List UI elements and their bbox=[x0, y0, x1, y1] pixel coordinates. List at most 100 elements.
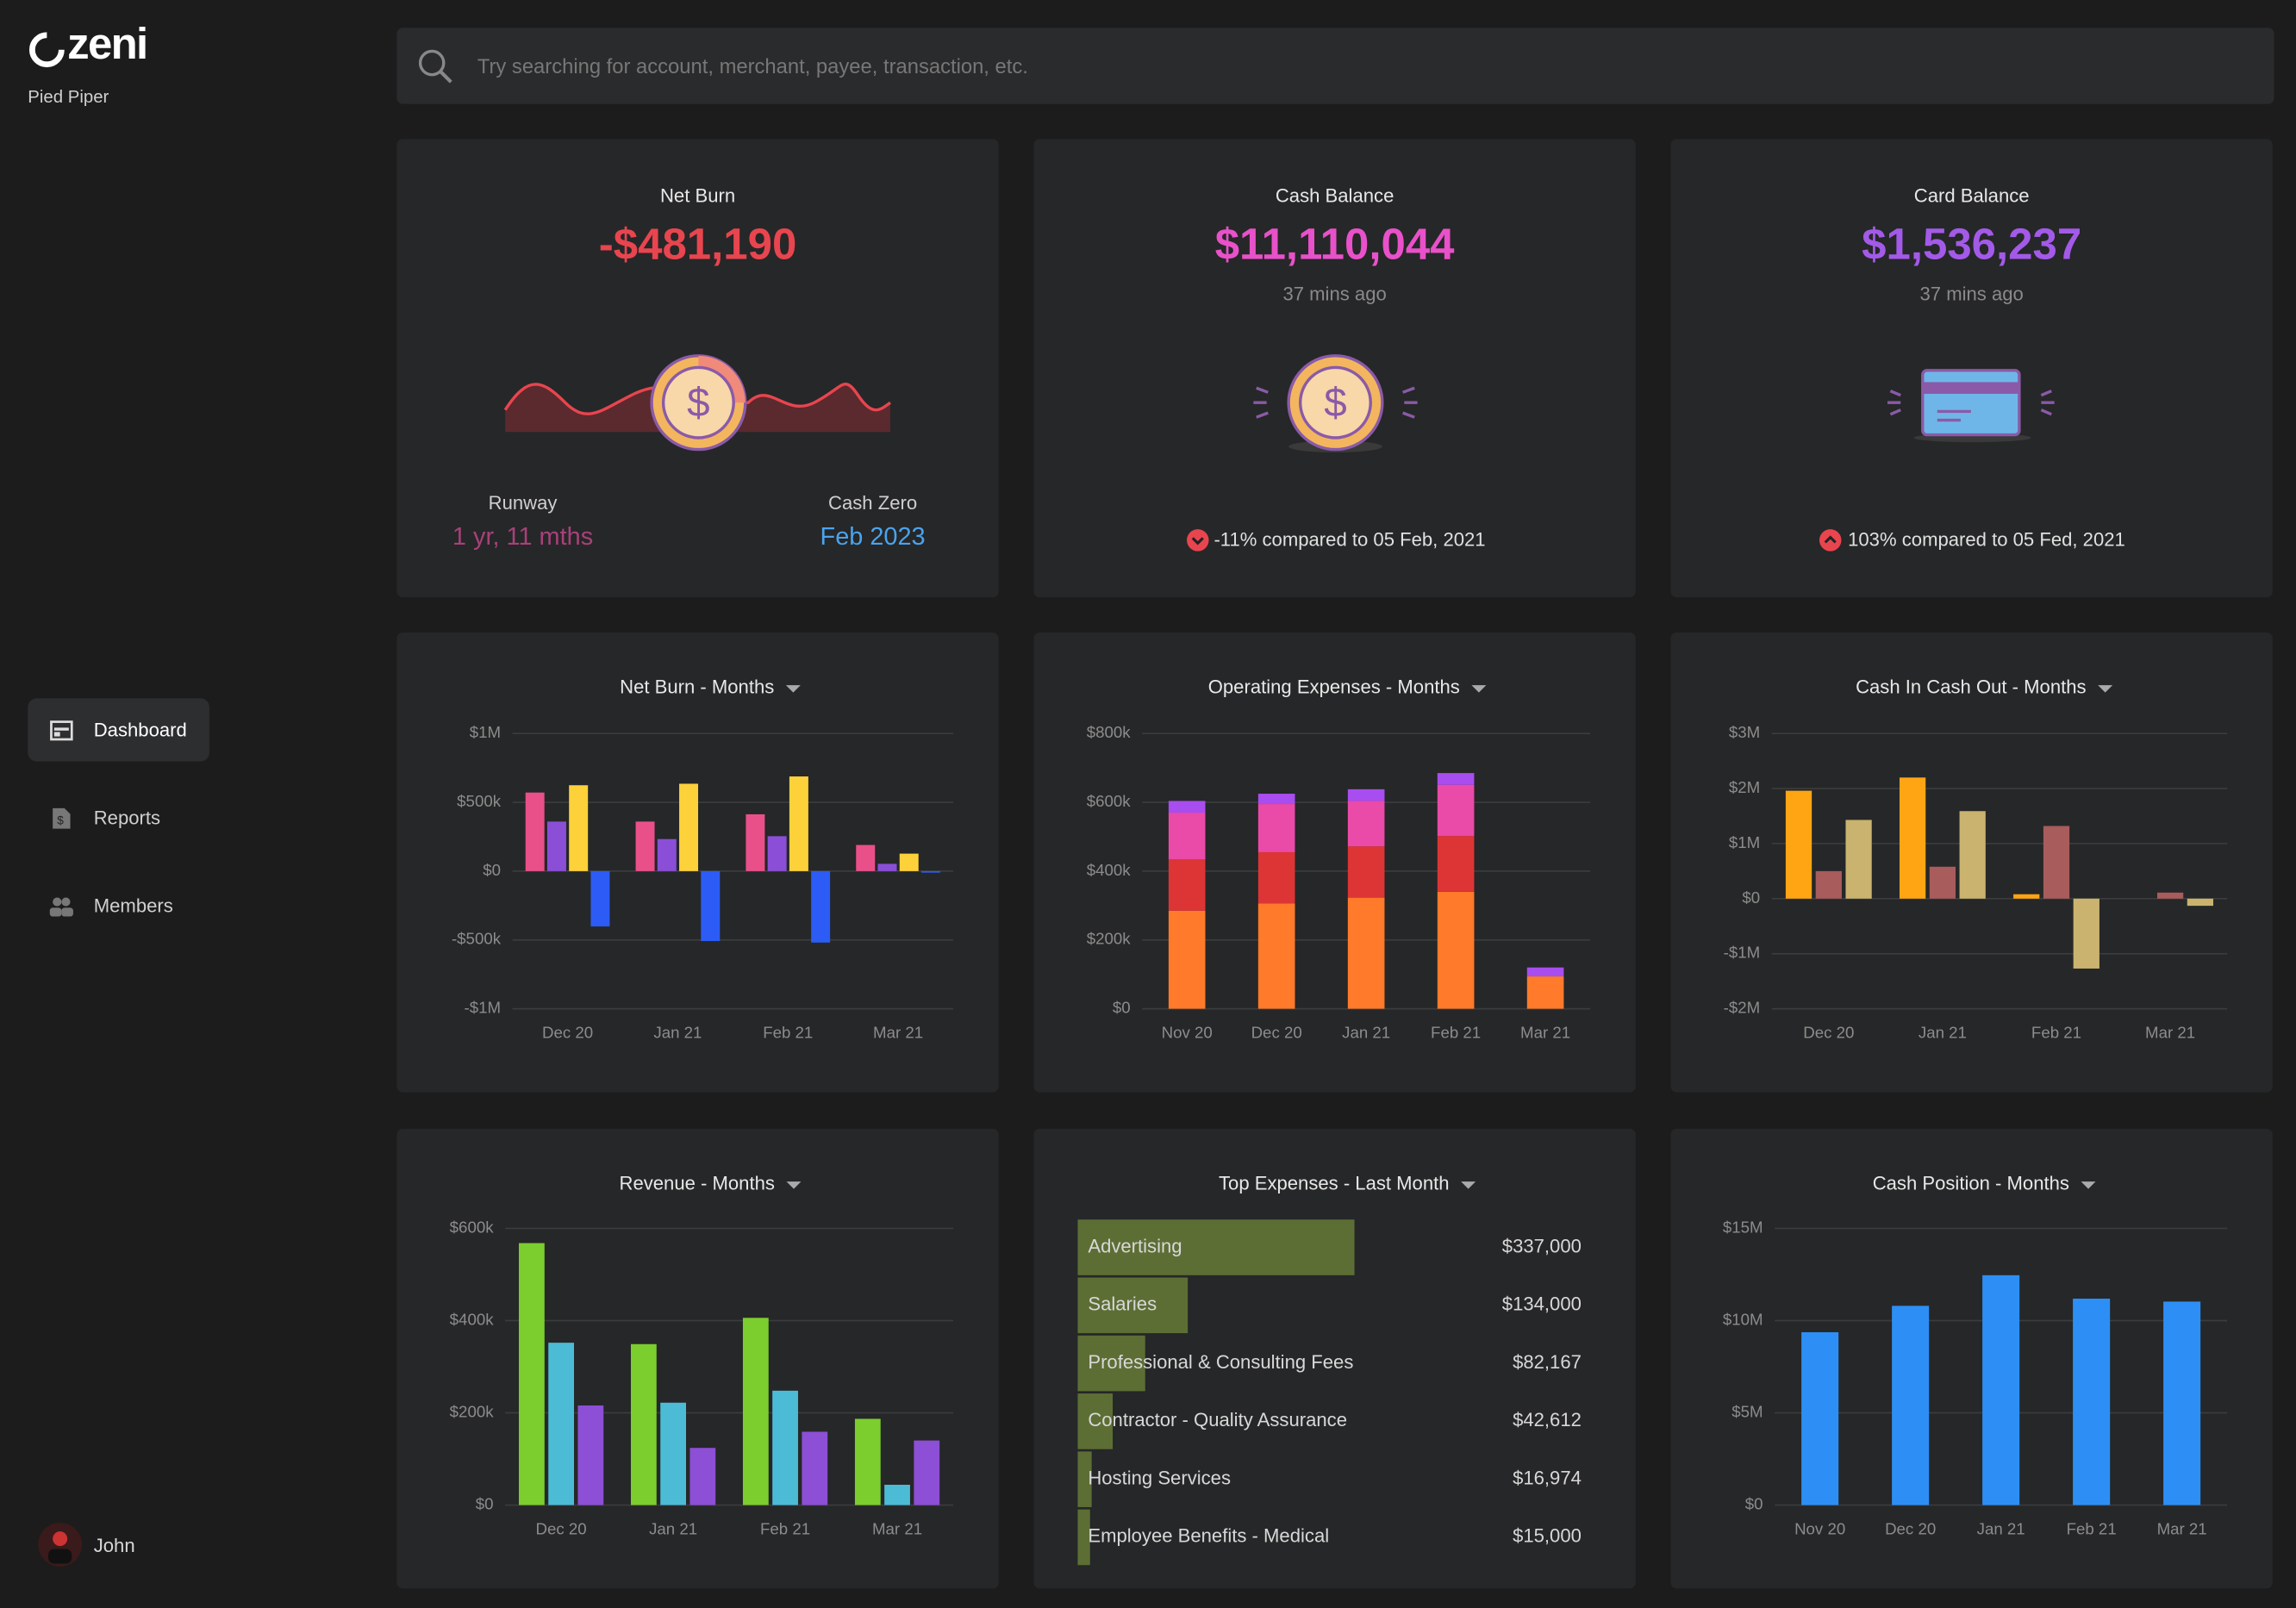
runway-label: Runway bbox=[488, 491, 558, 514]
x-tick-label: Nov 20 bbox=[1162, 1023, 1213, 1041]
card-comparison: 103% compared to 05 Fed, 2021 bbox=[1848, 528, 2125, 551]
x-tick-label: Jan 21 bbox=[653, 1023, 702, 1041]
bar bbox=[1982, 1275, 2020, 1505]
nav-icon: $ bbox=[53, 807, 71, 829]
bar bbox=[1892, 1306, 1930, 1505]
category-label: Employee Benefits - Medical bbox=[1088, 1525, 1329, 1547]
y-tick-label: $0 bbox=[1113, 999, 1131, 1017]
bar bbox=[1801, 1331, 1839, 1505]
bar bbox=[630, 1343, 657, 1505]
bar bbox=[569, 785, 589, 871]
x-tick-label: Jan 21 bbox=[1342, 1023, 1390, 1041]
bar bbox=[914, 1440, 940, 1505]
dropdown-caret[interactable] bbox=[1471, 685, 1487, 693]
bar-segment bbox=[1347, 801, 1385, 847]
y-tick-label: $400k bbox=[1087, 861, 1132, 879]
bar-segment bbox=[1437, 784, 1475, 837]
bar-segment bbox=[1168, 813, 1206, 860]
x-tick-label: Dec 20 bbox=[542, 1023, 593, 1041]
card-updated: 37 mins ago bbox=[1919, 282, 2024, 305]
bar bbox=[525, 792, 545, 871]
bar bbox=[689, 1448, 716, 1505]
y-tick-label: $1M bbox=[1729, 833, 1760, 851]
x-tick-label: Jan 21 bbox=[1977, 1519, 2025, 1537]
company-name: Pied Piper bbox=[28, 86, 109, 108]
net-burn-card: Net Burn -$481,190 $ Runway 1 yr, 11 mth… bbox=[396, 139, 999, 598]
x-tick-label: Dec 20 bbox=[1803, 1023, 1854, 1041]
credit-card-illustration bbox=[1887, 369, 2055, 443]
category-label: Advertising bbox=[1088, 1235, 1182, 1256]
bar bbox=[2073, 898, 2099, 969]
nav-item[interactable]: Members bbox=[28, 874, 209, 937]
bar-segment bbox=[1347, 897, 1385, 1009]
bar bbox=[660, 1402, 686, 1505]
x-tick-label: Mar 21 bbox=[2145, 1023, 2195, 1041]
nav-item[interactable]: $ Reports bbox=[28, 786, 209, 849]
bar bbox=[2013, 894, 2040, 899]
y-tick-label: $800k bbox=[1087, 723, 1132, 741]
bar-segment bbox=[1168, 801, 1206, 813]
bar bbox=[899, 853, 919, 871]
dropdown-caret[interactable] bbox=[2098, 685, 2113, 693]
y-tick-label: $0 bbox=[1742, 888, 1760, 907]
nav-icon bbox=[49, 897, 73, 917]
avatar[interactable] bbox=[38, 1522, 83, 1567]
chart-title: Cash In Cash Out - Months bbox=[1856, 676, 2087, 697]
bar bbox=[1845, 820, 1872, 899]
bar-segment bbox=[1257, 903, 1295, 1009]
dropdown-caret[interactable] bbox=[2081, 1181, 2096, 1189]
chart-card: Revenue - Months $600k $400k $200k $0 Dec 20 J… bbox=[396, 1128, 999, 1589]
x-tick-label: Jan 21 bbox=[1919, 1023, 1967, 1041]
dropdown-caret[interactable] bbox=[1461, 1181, 1476, 1189]
search-placeholder: Try searching for account, merchant, pay… bbox=[477, 53, 1028, 78]
bar bbox=[1929, 866, 1956, 899]
svg-text:$: $ bbox=[687, 380, 709, 426]
bar bbox=[590, 870, 610, 927]
chart-title: Operating Expenses - Months bbox=[1208, 676, 1460, 697]
bar bbox=[2043, 826, 2070, 899]
y-tick-label: $200k bbox=[450, 1402, 495, 1420]
value-label: $337,000 bbox=[1502, 1235, 1582, 1256]
x-tick-label: Feb 21 bbox=[2031, 1023, 2081, 1041]
card-value: $11,110,044 bbox=[1214, 221, 1455, 270]
y-tick-label: $2M bbox=[1729, 778, 1760, 796]
bar bbox=[1077, 1451, 1092, 1507]
y-tick-label: $600k bbox=[1087, 792, 1132, 810]
y-tick-label: $0 bbox=[1745, 1494, 1763, 1512]
cash-balance-card: Cash Balance $11,110,044 37 mins ago $ -… bbox=[1033, 139, 1636, 598]
category-label: Contractor - Quality Assurance bbox=[1088, 1409, 1347, 1430]
y-tick-label: $200k bbox=[1087, 930, 1132, 948]
logo-mark bbox=[28, 32, 65, 68]
x-tick-label: Mar 21 bbox=[1520, 1023, 1570, 1041]
chart-title: Net Burn - Months bbox=[620, 676, 774, 697]
nav-label: Members bbox=[93, 894, 173, 917]
cash-zero-value: Feb 2023 bbox=[820, 522, 926, 551]
x-tick-label: Feb 21 bbox=[763, 1023, 813, 1041]
bar bbox=[767, 836, 787, 871]
bar bbox=[811, 870, 831, 943]
nav-item[interactable]: Dashboard bbox=[28, 698, 209, 762]
x-tick-label: Feb 21 bbox=[1431, 1023, 1481, 1041]
dropdown-caret[interactable] bbox=[786, 1181, 802, 1189]
search-icon bbox=[418, 49, 452, 84]
y-tick-label: $3M bbox=[1729, 723, 1760, 741]
bar-segment bbox=[1437, 773, 1475, 785]
y-tick-label: $15M bbox=[1723, 1218, 1763, 1236]
x-tick-label: Mar 21 bbox=[872, 1519, 922, 1537]
bar bbox=[772, 1390, 798, 1505]
bar bbox=[635, 821, 655, 871]
card-title: Cash Balance bbox=[1275, 184, 1394, 207]
bar-segment bbox=[1437, 836, 1475, 892]
up-icon bbox=[1819, 529, 1842, 552]
bar bbox=[802, 1431, 828, 1505]
card-value: -$481,190 bbox=[598, 221, 797, 270]
bar bbox=[701, 870, 721, 942]
dropdown-caret[interactable] bbox=[785, 685, 801, 693]
bar-segment bbox=[1347, 788, 1385, 801]
y-tick-label: $0 bbox=[476, 1494, 494, 1512]
svg-text:$: $ bbox=[57, 814, 64, 827]
bar bbox=[679, 783, 699, 871]
chart-card: Top Expenses - Last Month Advertising $337… bbox=[1033, 1128, 1636, 1589]
search-bar[interactable]: Try searching for account, merchant, pay… bbox=[396, 28, 2274, 104]
